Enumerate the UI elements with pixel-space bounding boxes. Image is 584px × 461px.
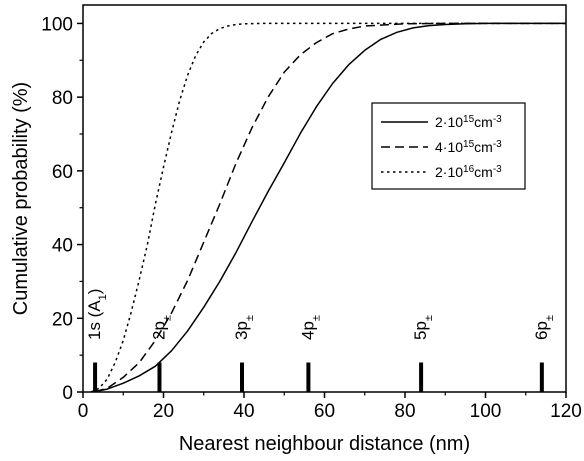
y-tick-label: 100: [41, 14, 73, 35]
x-tick-label: 20: [153, 401, 174, 422]
series-line-3: [90, 22, 566, 393]
y-tick-label: 60: [52, 162, 73, 183]
y-tick-label: 20: [52, 309, 73, 330]
y-tick-labels: 0 20 40 60 80 100: [41, 14, 73, 404]
y-tick-label: 0: [62, 383, 73, 404]
marker-label-2: 2p±: [149, 315, 173, 340]
y-tick-label: 80: [52, 88, 73, 109]
x-tick-labels: 0 20 40 60 80 100 120: [78, 401, 582, 422]
y-axis-title: Cumulative probability (%): [10, 82, 32, 315]
marker-label-1: 1s (A1): [85, 289, 109, 340]
legend-label-1: 2·1015cm-3: [435, 114, 502, 131]
legend-label-3: 2·1016cm-3: [435, 164, 502, 181]
marker-label-3: 3p±: [232, 315, 256, 340]
series-line-1: [94, 22, 566, 393]
x-tick-label: 60: [314, 401, 335, 422]
axis-ticks: [77, 22, 567, 398]
marker-label-6: 6p±: [532, 315, 556, 340]
transition-marker-labels: 1s (A1) 2p± 3p± 4p± 5p± 6p±: [85, 289, 556, 340]
legend-box: [371, 102, 526, 190]
y-tick-label: 40: [52, 236, 73, 257]
legend: 2·1015cm-3 4·1015cm-3 2·1016cm-3: [371, 102, 526, 190]
x-tick-label: 0: [78, 401, 89, 422]
x-axis-title: Nearest neighbour distance (nm): [179, 433, 470, 455]
transition-markers: [93, 362, 544, 392]
x-tick-label: 40: [233, 401, 254, 422]
x-tick-label: 80: [394, 401, 415, 422]
plot-lines: [90, 22, 566, 393]
x-tick-label: 120: [550, 401, 582, 422]
marker-label-5: 5p±: [411, 315, 435, 340]
x-tick-label: 100: [470, 401, 502, 422]
marker-label-4: 4p±: [298, 315, 322, 340]
legend-label-2: 4·1015cm-3: [435, 139, 502, 156]
series-line-2: [94, 22, 566, 393]
